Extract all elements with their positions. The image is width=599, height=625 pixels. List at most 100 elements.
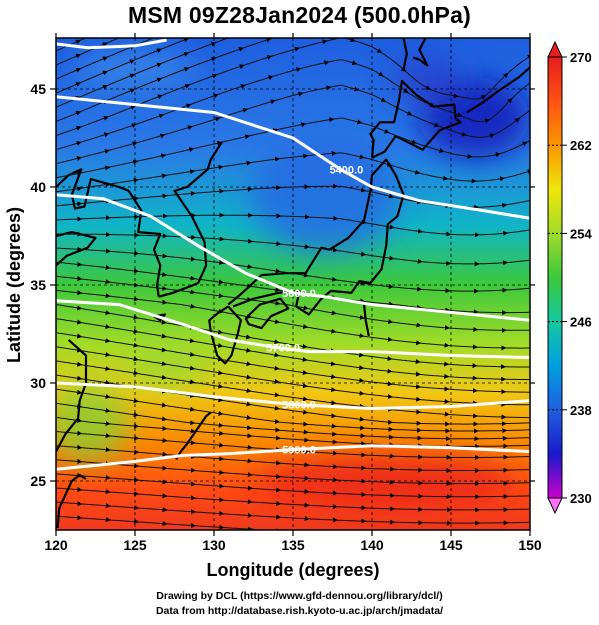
colorbar-max-arrow (547, 40, 563, 58)
streamline-arrow (183, 67, 190, 72)
colorbar: 230 238 246 254 262 270 (547, 40, 592, 515)
contour-line (56, 95, 530, 220)
contour-label: 5900.0 (282, 445, 316, 457)
streamline-arrow (211, 73, 218, 79)
streamline (56, 515, 275, 530)
credit-drawing: Drawing by DCL (https://www.gfd-dennou.o… (156, 590, 443, 602)
streamline-arrow (294, 46, 300, 52)
colorbar-min-arrow (547, 497, 563, 515)
cold-core-north (392, 54, 463, 105)
streamline-arrow (102, 70, 108, 76)
streamline-arrow (507, 97, 513, 104)
streamline-arrow (76, 156, 82, 161)
streamline-arrow (102, 84, 108, 90)
streamline-arrow (359, 154, 365, 160)
wind-streamlines (56, 32, 530, 530)
streamline-arrow (132, 141, 138, 147)
height-contours: 5400.0 5600.0 5700.0 5800.0 5900.0 (56, 38, 530, 471)
streamline-arrow (76, 140, 82, 146)
streamline-arrow (159, 133, 166, 139)
contour-line (56, 381, 530, 411)
streamline-arrow (76, 171, 83, 177)
streamline-arrow (131, 123, 137, 129)
streamline-arrow (400, 66, 407, 72)
streamline-arrow (213, 93, 219, 99)
streamline-arrow (187, 125, 193, 131)
coast-sakhalin (402, 38, 408, 70)
contour-line (56, 38, 167, 50)
x-tick-label: 140 (360, 537, 384, 553)
streamline-arrow (300, 122, 307, 128)
streamline-arrow (272, 128, 279, 133)
streamline-arrow (514, 117, 520, 123)
colorbar-tick-label: 246 (570, 315, 592, 330)
streamline (56, 38, 275, 122)
streamline-arrow (156, 62, 162, 68)
streamline-arrow (323, 60, 330, 66)
coast-china-north (56, 168, 120, 210)
colorbar-tick-label: 254 (570, 226, 592, 241)
streamline-arrow (75, 82, 82, 87)
streamline-arrow (158, 113, 165, 119)
streamline-arrow (132, 159, 139, 165)
y-tick-label: 30 (30, 375, 46, 391)
streamline-arrow (183, 38, 190, 43)
y-axis-ticks: 25 30 35 40 45 (30, 81, 535, 489)
contour-label: 5600.0 (282, 288, 316, 300)
coast-china-east (56, 339, 88, 453)
streamline-arrow (388, 193, 395, 199)
streamline-arrow (156, 48, 162, 54)
streamline-arrow (242, 107, 249, 113)
map-title: MSM 09Z28Jan2024 (500.0hPa) (128, 2, 471, 28)
y-axis-label: Latitude (degrees) (4, 207, 24, 363)
streamline-arrow (216, 140, 223, 146)
streamline-arrow (210, 41, 217, 47)
contour-line (56, 193, 530, 322)
streamline-arrow (75, 125, 82, 131)
streamline-arrow (380, 97, 387, 102)
x-axis-ticks: 120 125 130 135 140 145 150 (44, 33, 542, 553)
colorbar-tick-label: 270 (570, 50, 592, 65)
x-tick-label: 145 (439, 537, 463, 553)
streamline-arrow (157, 94, 163, 100)
streamline-arrow (244, 134, 251, 140)
streamline-arrow (406, 110, 413, 116)
streamline-arrow (360, 187, 367, 193)
streamline-arrow (484, 118, 490, 124)
streamline-arrow (433, 122, 440, 128)
streamline-arrow (183, 51, 190, 57)
streamline-arrow (495, 152, 501, 158)
streamline-arrow (239, 64, 245, 69)
streamline-arrow (521, 141, 528, 147)
streamline-arrow (376, 48, 383, 54)
streamline-arrow (129, 59, 135, 65)
colorbar-bar (547, 56, 563, 499)
y-tick-label: 35 (30, 277, 46, 293)
streamline-arrow (185, 103, 192, 109)
contour-line (56, 444, 530, 471)
x-tick-label: 150 (518, 537, 542, 553)
streamline-arrow (184, 83, 191, 89)
streamline-arrow (429, 102, 436, 108)
colorbar-tick-label: 262 (570, 138, 592, 153)
streamline-arrow (384, 128, 390, 134)
streamline-arrow (104, 148, 110, 154)
coast-korea (173, 141, 223, 284)
streamline-arrow (214, 116, 221, 122)
streamline-arrow (480, 95, 487, 100)
colorbar-tick-label: 230 (570, 491, 592, 506)
x-tick-label: 120 (44, 537, 68, 553)
streamline-arrow (403, 88, 409, 94)
streamline-arrow (131, 32, 133, 33)
streamline-arrow (378, 71, 384, 77)
streamline-arrow (102, 56, 108, 62)
coast-izu (363, 304, 370, 337)
streamline-arrow (156, 38, 162, 39)
streamline-arrow (438, 148, 445, 153)
streamline-arrow (386, 161, 393, 167)
contour-label: 5700.0 (266, 343, 300, 355)
coast-sakhalin-east (412, 38, 429, 67)
streamline-arrow (103, 115, 109, 121)
x-tick-label: 130 (202, 537, 226, 553)
streamline-arrow (160, 153, 167, 159)
